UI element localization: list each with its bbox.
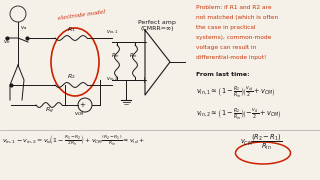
Text: $v_{in,1} \approx \left(1 - \frac{R_1}{R_{in}}\right)\!\left(\frac{v_{id}}{2} + : $v_{in,1} \approx \left(1 - \frac{R_1}{R… [196,84,276,100]
Text: $v_{in,1} - v_{in,2} = v_{id}\!\left(1 - \frac{R_1 - R_2}{2R_{in}}\right) + v_{C: $v_{in,1} - v_{in,2} = v_{id}\!\left(1 -… [2,133,145,147]
Text: systems), common-mode: systems), common-mode [196,35,271,40]
Text: $v_{in,1}$: $v_{in,1}$ [106,29,118,36]
Text: Perfect amp: Perfect amp [138,20,176,25]
Text: $R_1$: $R_1$ [67,25,76,34]
Text: $v_{in,2}$: $v_{in,2}$ [106,76,118,83]
Text: From last time:: From last time: [196,72,250,77]
Text: the case in practical: the case in practical [196,25,256,30]
Text: $+$: $+$ [79,100,87,109]
Text: $v_{in,2} \approx \left(1 - \frac{R_2}{R_{in}}\right)\!\left(-\frac{v_{id}}{2} +: $v_{in,2} \approx \left(1 - \frac{R_2}{R… [196,106,282,122]
Text: differential-mode input!: differential-mode input! [196,55,266,60]
Text: $v_{CM}\dfrac{(R_2 - R_1)}{R_{in}}$: $v_{CM}\dfrac{(R_2 - R_1)}{R_{in}}$ [240,133,282,152]
Text: $v_{CM}$: $v_{CM}$ [75,110,85,118]
Text: $R_{in}$: $R_{in}$ [129,51,138,60]
Text: $v_a$: $v_a$ [20,24,28,32]
Text: $R_g$: $R_g$ [45,106,54,116]
Text: $v_b$: $v_b$ [3,38,11,46]
Text: not matched (which is often: not matched (which is often [196,15,278,20]
Text: $R_2$: $R_2$ [67,72,76,81]
Text: $-$: $-$ [140,37,148,46]
Text: (CMRR=∞): (CMRR=∞) [140,26,174,31]
Text: electrode model: electrode model [57,9,105,21]
Text: $R_{in}$: $R_{in}$ [111,51,120,60]
Text: Problem: if R1 and R2 are: Problem: if R1 and R2 are [196,5,272,10]
Text: voltage can result in: voltage can result in [196,45,256,50]
Text: $+$: $+$ [140,75,148,85]
